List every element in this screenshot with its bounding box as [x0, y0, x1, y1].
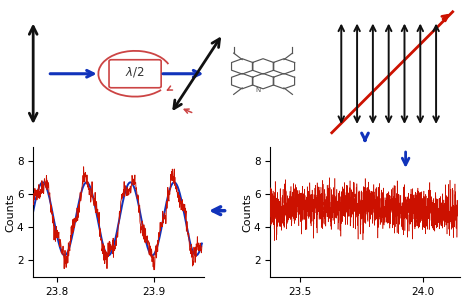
Y-axis label: Counts: Counts: [5, 193, 16, 232]
Text: $\lambda$/2: $\lambda$/2: [126, 65, 145, 79]
Y-axis label: Counts: Counts: [242, 193, 253, 232]
Text: N: N: [255, 87, 261, 93]
